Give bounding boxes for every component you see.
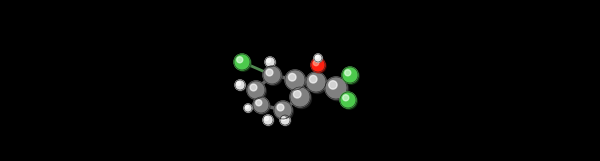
Circle shape [247, 81, 265, 99]
Circle shape [325, 77, 347, 99]
Circle shape [293, 90, 301, 98]
Circle shape [282, 117, 286, 120]
Circle shape [245, 105, 248, 108]
Circle shape [312, 59, 326, 73]
Circle shape [292, 89, 311, 109]
Circle shape [244, 104, 252, 112]
Circle shape [263, 115, 273, 125]
Circle shape [274, 101, 292, 119]
Circle shape [343, 68, 359, 84]
Circle shape [326, 79, 349, 101]
Circle shape [287, 71, 307, 91]
Circle shape [314, 54, 322, 62]
Circle shape [281, 116, 291, 126]
Circle shape [310, 75, 317, 83]
Circle shape [237, 57, 243, 63]
Circle shape [266, 69, 273, 76]
Circle shape [245, 105, 253, 113]
Circle shape [341, 93, 357, 109]
Circle shape [236, 82, 241, 85]
Circle shape [265, 67, 283, 85]
Circle shape [285, 70, 305, 90]
Circle shape [280, 115, 290, 125]
Circle shape [266, 58, 276, 68]
Circle shape [235, 55, 251, 71]
Circle shape [343, 95, 349, 101]
Circle shape [329, 81, 337, 89]
Circle shape [236, 81, 246, 91]
Circle shape [265, 57, 275, 67]
Circle shape [340, 92, 356, 108]
Circle shape [235, 80, 245, 90]
Circle shape [253, 97, 269, 113]
Circle shape [234, 54, 250, 70]
Circle shape [248, 82, 266, 100]
Circle shape [264, 116, 274, 126]
Circle shape [290, 87, 310, 107]
Circle shape [308, 74, 328, 94]
Circle shape [316, 55, 319, 58]
Circle shape [254, 98, 270, 114]
Circle shape [345, 70, 351, 76]
Circle shape [306, 72, 326, 92]
Circle shape [263, 66, 281, 84]
Circle shape [289, 73, 296, 81]
Circle shape [314, 55, 323, 63]
Circle shape [265, 117, 269, 120]
Circle shape [277, 104, 284, 111]
Circle shape [267, 59, 271, 62]
Circle shape [250, 84, 257, 91]
Circle shape [275, 102, 293, 120]
Circle shape [311, 58, 325, 72]
Circle shape [256, 100, 262, 106]
Circle shape [342, 67, 358, 83]
Circle shape [313, 60, 319, 66]
